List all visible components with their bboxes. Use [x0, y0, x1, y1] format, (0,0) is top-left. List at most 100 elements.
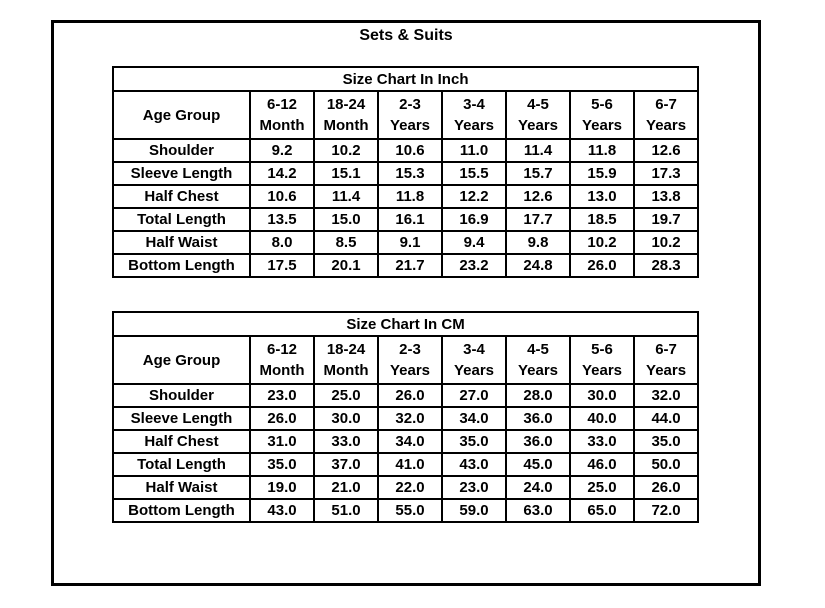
value-cell: 11.4	[505, 138, 571, 163]
value-cell: 17.7	[505, 207, 571, 232]
value-cell: 8.0	[249, 230, 315, 255]
table-row: Bottom Length 17.5 20.1 21.7 23.2 24.8 2…	[112, 253, 700, 278]
value-cell: 43.0	[249, 498, 315, 523]
table-row: Half Waist 19.0 21.0 22.0 23.0 24.0 25.0…	[112, 475, 700, 500]
value-cell: 15.3	[377, 161, 443, 186]
value-cell: 9.1	[377, 230, 443, 255]
value-cell: 17.5	[249, 253, 315, 278]
value-cell: 10.2	[569, 230, 635, 255]
column-header: 3-4 Years	[441, 335, 507, 385]
value-cell: 23.2	[441, 253, 507, 278]
value-cell: 24.0	[505, 475, 571, 500]
value-cell: 26.0	[377, 383, 443, 408]
value-cell: 15.1	[313, 161, 379, 186]
column-header: 18-24 Month	[313, 90, 379, 140]
table-row: Bottom Length 43.0 51.0 55.0 59.0 63.0 6…	[112, 498, 700, 523]
value-cell: 13.0	[569, 184, 635, 209]
value-cell: 15.7	[505, 161, 571, 186]
value-cell: 30.0	[569, 383, 635, 408]
value-cell: 46.0	[569, 452, 635, 477]
table-title: Size Chart In CM	[111, 311, 700, 337]
value-cell: 30.0	[313, 406, 379, 431]
column-header: 4-5 Years	[505, 335, 571, 385]
value-cell: 37.0	[313, 452, 379, 477]
value-cell: 32.0	[377, 406, 443, 431]
value-cell: 51.0	[313, 498, 379, 523]
value-cell: 45.0	[505, 452, 571, 477]
value-cell: 31.0	[249, 429, 315, 454]
value-cell: 19.7	[632, 207, 700, 232]
value-cell: 65.0	[569, 498, 635, 523]
row-label: Bottom Length	[112, 253, 251, 278]
value-cell: 26.0	[569, 253, 635, 278]
column-header: 2-3 Years	[377, 335, 443, 385]
table-row: Total Length 35.0 37.0 41.0 43.0 45.0 46…	[112, 452, 700, 477]
value-cell: 17.3	[632, 161, 700, 186]
age-group-header: Age Group	[112, 335, 251, 385]
value-cell: 44.0	[632, 406, 700, 431]
row-label: Sleeve Length	[112, 406, 251, 431]
value-cell: 36.0	[505, 406, 571, 431]
value-cell: 10.2	[313, 138, 379, 163]
value-cell: 9.2	[249, 138, 315, 163]
row-label: Bottom Length	[112, 498, 251, 523]
row-label: Half Chest	[112, 184, 251, 209]
size-chart-cm-section: Size Chart In CM Age Group 6-12 Month 18…	[111, 311, 700, 523]
value-cell: 9.4	[441, 230, 507, 255]
value-cell: 21.7	[377, 253, 443, 278]
table-row: Half Waist 8.0 8.5 9.1 9.4 9.8 10.2 10.2	[112, 230, 700, 255]
value-cell: 35.0	[249, 452, 315, 477]
size-chart-inch-table: Size Chart In Inch Age Group 6-12 Month …	[111, 66, 700, 278]
value-cell: 25.0	[313, 383, 379, 408]
value-cell: 50.0	[632, 452, 700, 477]
value-cell: 27.0	[441, 383, 507, 408]
value-cell: 20.1	[313, 253, 379, 278]
table-row: Shoulder 9.2 10.2 10.6 11.0 11.4 11.8 12…	[112, 138, 700, 163]
value-cell: 36.0	[505, 429, 571, 454]
value-cell: 22.0	[377, 475, 443, 500]
value-cell: 28.0	[505, 383, 571, 408]
row-label: Half Chest	[112, 429, 251, 454]
value-cell: 8.5	[313, 230, 379, 255]
row-label: Half Waist	[112, 230, 251, 255]
table-row: Sleeve Length 26.0 30.0 32.0 34.0 36.0 4…	[112, 406, 700, 431]
value-cell: 26.0	[249, 406, 315, 431]
page-title: Sets & Suits	[359, 27, 453, 44]
value-cell: 34.0	[377, 429, 443, 454]
page-frame: Sets & Suits Size Chart In Inch Age Grou…	[51, 20, 761, 586]
row-label: Shoulder	[112, 138, 251, 163]
size-chart-cm-table: Size Chart In CM Age Group 6-12 Month 18…	[111, 311, 700, 523]
value-cell: 14.2	[249, 161, 315, 186]
value-cell: 18.5	[569, 207, 635, 232]
column-header: 4-5 Years	[505, 90, 571, 140]
value-cell: 13.8	[632, 184, 700, 209]
row-label: Total Length	[112, 452, 251, 477]
value-cell: 10.6	[249, 184, 315, 209]
value-cell: 12.6	[505, 184, 571, 209]
value-cell: 10.2	[632, 230, 700, 255]
column-header: 6-12 Month	[249, 90, 315, 140]
value-cell: 16.1	[377, 207, 443, 232]
value-cell: 21.0	[313, 475, 379, 500]
table-row: Half Chest 10.6 11.4 11.8 12.2 12.6 13.0…	[112, 184, 700, 209]
value-cell: 33.0	[569, 429, 635, 454]
value-cell: 35.0	[441, 429, 507, 454]
value-cell: 63.0	[505, 498, 571, 523]
value-cell: 12.6	[632, 138, 700, 163]
table-row: Shoulder 23.0 25.0 26.0 27.0 28.0 30.0 3…	[112, 383, 700, 408]
value-cell: 23.0	[441, 475, 507, 500]
value-cell: 35.0	[632, 429, 700, 454]
table-row: Total Length 13.5 15.0 16.1 16.9 17.7 18…	[112, 207, 700, 232]
value-cell: 59.0	[441, 498, 507, 523]
column-header: 6-7 Years	[632, 335, 700, 385]
column-header: 3-4 Years	[441, 90, 507, 140]
value-cell: 28.3	[632, 253, 700, 278]
value-cell: 41.0	[377, 452, 443, 477]
value-cell: 72.0	[632, 498, 700, 523]
value-cell: 23.0	[249, 383, 315, 408]
column-header: 2-3 Years	[377, 90, 443, 140]
value-cell: 16.9	[441, 207, 507, 232]
value-cell: 15.0	[313, 207, 379, 232]
value-cell: 11.8	[569, 138, 635, 163]
age-group-header: Age Group	[112, 90, 251, 140]
